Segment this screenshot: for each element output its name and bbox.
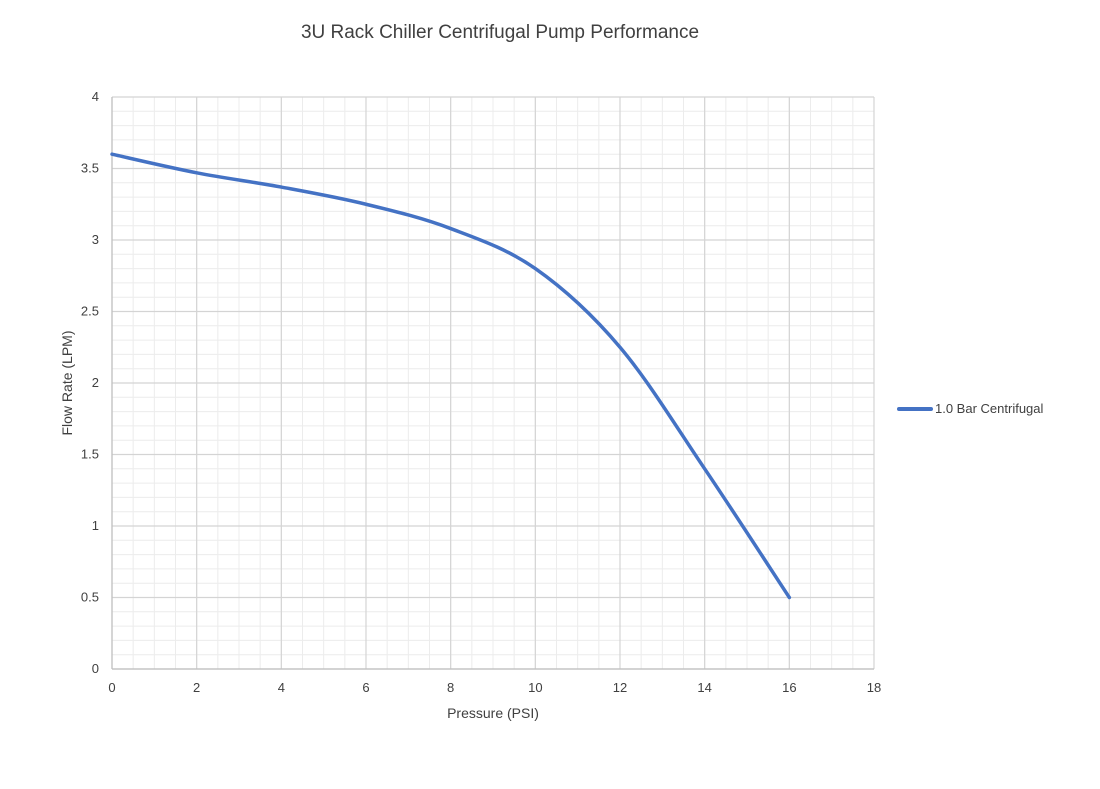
x-tick-labels: 0 2 4 6 8 10 12 14 16 18 — [108, 680, 881, 695]
y-tick-label: 2.5 — [81, 304, 99, 319]
x-tick-label: 16 — [782, 680, 796, 695]
y-tick-label: 2 — [92, 375, 99, 390]
x-tick-label: 6 — [362, 680, 369, 695]
y-tick-label: 4 — [92, 89, 99, 104]
x-tick-label: 10 — [528, 680, 542, 695]
y-tick-label: 0.5 — [81, 590, 99, 605]
y-tick-label: 3 — [92, 232, 99, 247]
y-tick-label: 1 — [92, 518, 99, 533]
x-axis-label: Pressure (PSI) — [447, 705, 539, 721]
series-line-1-0-bar-centrifugal — [110, 152, 792, 600]
y-axis-label: Flow Rate (LPM) — [59, 330, 75, 435]
legend: 1.0 Bar Centrifugal — [897, 401, 1044, 416]
x-tick-label: 2 — [193, 680, 200, 695]
chart-title: 3U Rack Chiller Centrifugal Pump Perform… — [301, 22, 699, 43]
y-tick-label: 0 — [92, 661, 99, 676]
x-tick-label: 0 — [108, 680, 115, 695]
y-tick-label: 3.5 — [81, 161, 99, 176]
series-layer — [110, 152, 792, 600]
legend-label-1-0-bar-centrifugal: 1.0 Bar Centrifugal — [935, 401, 1044, 416]
x-tick-label: 14 — [697, 680, 711, 695]
x-tick-label: 12 — [613, 680, 627, 695]
x-tick-label: 8 — [447, 680, 454, 695]
x-tick-label: 18 — [867, 680, 881, 695]
y-tick-labels: 0 0.5 1 1.5 2 2.5 3 3.5 4 — [81, 89, 99, 676]
axes — [111, 97, 874, 670]
y-tick-label: 1.5 — [81, 447, 99, 462]
x-tick-label: 4 — [278, 680, 285, 695]
